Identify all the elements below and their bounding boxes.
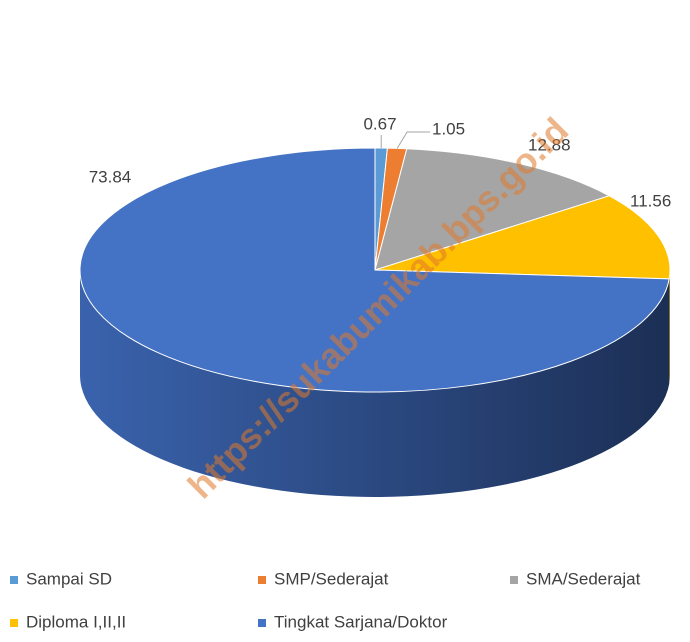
slice — [374, 148, 611, 271]
slice — [79, 147, 670, 393]
legend-marker — [510, 576, 518, 584]
slice-side — [669, 270, 670, 384]
data-label: 12.88 — [528, 135, 571, 154]
pie — [79, 147, 671, 498]
legend-label: Diploma I,II,II — [26, 612, 126, 631]
legend-label: Tingkat Sarjana/Doktor — [274, 612, 448, 631]
data-label: 73.84 — [89, 167, 132, 186]
legend-marker — [258, 576, 266, 584]
legend-label: SMA/Sederajat — [526, 569, 641, 588]
legend-label: SMP/Sederajat — [274, 569, 389, 588]
slice-side — [80, 270, 670, 498]
legend-marker — [258, 619, 266, 627]
data-labels: 0.67 1.05 12.88 11.56 73.84 — [89, 114, 672, 210]
legend-marker — [10, 576, 18, 584]
data-label: 11.56 — [630, 191, 671, 210]
data-label: 1.05 — [432, 119, 465, 138]
data-label: 0.67 — [363, 114, 396, 133]
legend-marker — [10, 619, 18, 627]
slice — [374, 195, 671, 280]
legend-label: Sampai SD — [26, 569, 112, 588]
legend: Sampai SD SMP/Sederajat SMA/Sederajat Diplo… — [10, 569, 641, 631]
leader-line — [396, 131, 430, 149]
